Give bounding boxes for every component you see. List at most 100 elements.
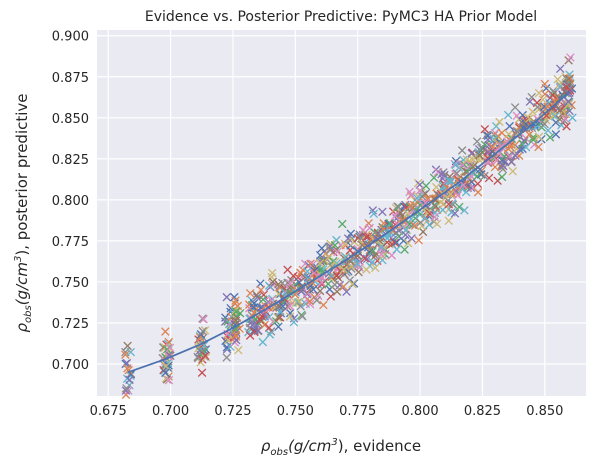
data-point bbox=[556, 105, 565, 114]
y-ticks: 0.700 0.725 0.750 0.775 0.800 0.825 0.850 0.875… bbox=[52, 30, 89, 373]
data-point bbox=[305, 299, 315, 309]
data-point bbox=[414, 236, 423, 245]
data-point bbox=[480, 140, 490, 150]
y-tick-label: 0.850 bbox=[52, 112, 89, 127]
data-point bbox=[538, 95, 548, 104]
data-point bbox=[234, 345, 243, 355]
data-point bbox=[161, 327, 170, 336]
data-point bbox=[346, 229, 356, 238]
data-point bbox=[406, 214, 416, 224]
data-point bbox=[369, 209, 379, 219]
data-point bbox=[534, 132, 544, 142]
data-point bbox=[408, 220, 418, 230]
data-point bbox=[530, 120, 539, 129]
data-point bbox=[472, 137, 482, 146]
data-point bbox=[392, 238, 401, 247]
data-point bbox=[353, 259, 362, 268]
data-point bbox=[487, 142, 497, 152]
data-point bbox=[533, 102, 542, 112]
data-point bbox=[332, 245, 341, 254]
data-point bbox=[458, 160, 468, 170]
data-point bbox=[432, 219, 442, 229]
data-point bbox=[540, 79, 550, 89]
data-point bbox=[164, 375, 174, 385]
data-point bbox=[394, 226, 404, 236]
data-point bbox=[249, 308, 259, 318]
data-point bbox=[473, 179, 483, 189]
data-point bbox=[565, 83, 575, 93]
data-point bbox=[555, 79, 564, 89]
data-point bbox=[453, 191, 462, 200]
data-point bbox=[245, 289, 255, 298]
data-point bbox=[407, 234, 416, 243]
y-axis-label: ρobs(g/cm3), posterior predictive bbox=[13, 93, 34, 332]
data-point bbox=[312, 296, 322, 305]
plot-background bbox=[97, 30, 586, 396]
data-point bbox=[378, 207, 387, 217]
data-point bbox=[524, 130, 534, 139]
data-point bbox=[293, 273, 303, 282]
data-point bbox=[309, 268, 319, 277]
x-tick-label: 0.800 bbox=[401, 404, 438, 419]
y-tick-label: 0.725 bbox=[52, 317, 89, 332]
data-point bbox=[423, 208, 432, 218]
data-point bbox=[561, 114, 570, 123]
y-tick-label: 0.900 bbox=[52, 30, 89, 45]
data-point bbox=[473, 188, 483, 197]
data-point bbox=[406, 190, 416, 200]
data-point bbox=[377, 250, 386, 259]
data-point bbox=[457, 178, 467, 187]
data-point bbox=[453, 176, 462, 185]
data-point bbox=[370, 263, 380, 273]
data-point bbox=[123, 341, 132, 351]
data-point bbox=[534, 142, 543, 152]
data-point bbox=[328, 271, 338, 281]
data-point bbox=[497, 172, 507, 182]
data-point bbox=[504, 129, 514, 139]
data-point bbox=[511, 151, 520, 161]
data-point bbox=[392, 245, 401, 254]
data-point bbox=[267, 295, 276, 305]
data-point bbox=[264, 323, 274, 332]
data-point bbox=[563, 97, 573, 106]
data-point bbox=[480, 124, 490, 134]
data-point bbox=[430, 212, 439, 222]
data-point bbox=[358, 225, 368, 235]
data-point bbox=[390, 238, 400, 248]
y-tick-label: 0.775 bbox=[52, 235, 89, 250]
data-point bbox=[457, 146, 467, 155]
x-tick-label: 0.775 bbox=[339, 404, 376, 419]
data-point bbox=[377, 242, 386, 252]
data-point bbox=[454, 202, 464, 212]
data-point bbox=[568, 113, 577, 122]
data-point bbox=[249, 319, 259, 329]
data-point bbox=[401, 230, 410, 240]
data-point bbox=[316, 256, 325, 266]
data-point bbox=[550, 112, 560, 121]
data-point bbox=[268, 277, 278, 287]
y-tick-label: 0.825 bbox=[52, 153, 89, 168]
data-point bbox=[429, 173, 439, 182]
data-point bbox=[330, 280, 340, 290]
x-tick-label: 0.725 bbox=[214, 404, 251, 419]
data-point bbox=[556, 64, 565, 74]
data-point bbox=[496, 142, 506, 151]
data-point bbox=[231, 330, 240, 340]
data-point bbox=[564, 74, 574, 84]
data-point bbox=[317, 280, 327, 289]
data-point bbox=[347, 264, 356, 273]
data-point bbox=[508, 166, 518, 176]
data-point bbox=[332, 271, 342, 280]
x-tick-label: 0.825 bbox=[464, 404, 501, 419]
data-point bbox=[220, 317, 230, 326]
data-point bbox=[495, 117, 504, 127]
data-point bbox=[543, 126, 553, 135]
x-tick-label: 0.700 bbox=[152, 404, 189, 419]
data-point bbox=[410, 221, 420, 230]
data-point bbox=[285, 308, 295, 318]
data-point bbox=[121, 386, 131, 395]
data-point bbox=[231, 296, 240, 305]
data-point bbox=[124, 365, 133, 375]
data-point bbox=[164, 361, 173, 370]
data-point bbox=[121, 350, 130, 359]
